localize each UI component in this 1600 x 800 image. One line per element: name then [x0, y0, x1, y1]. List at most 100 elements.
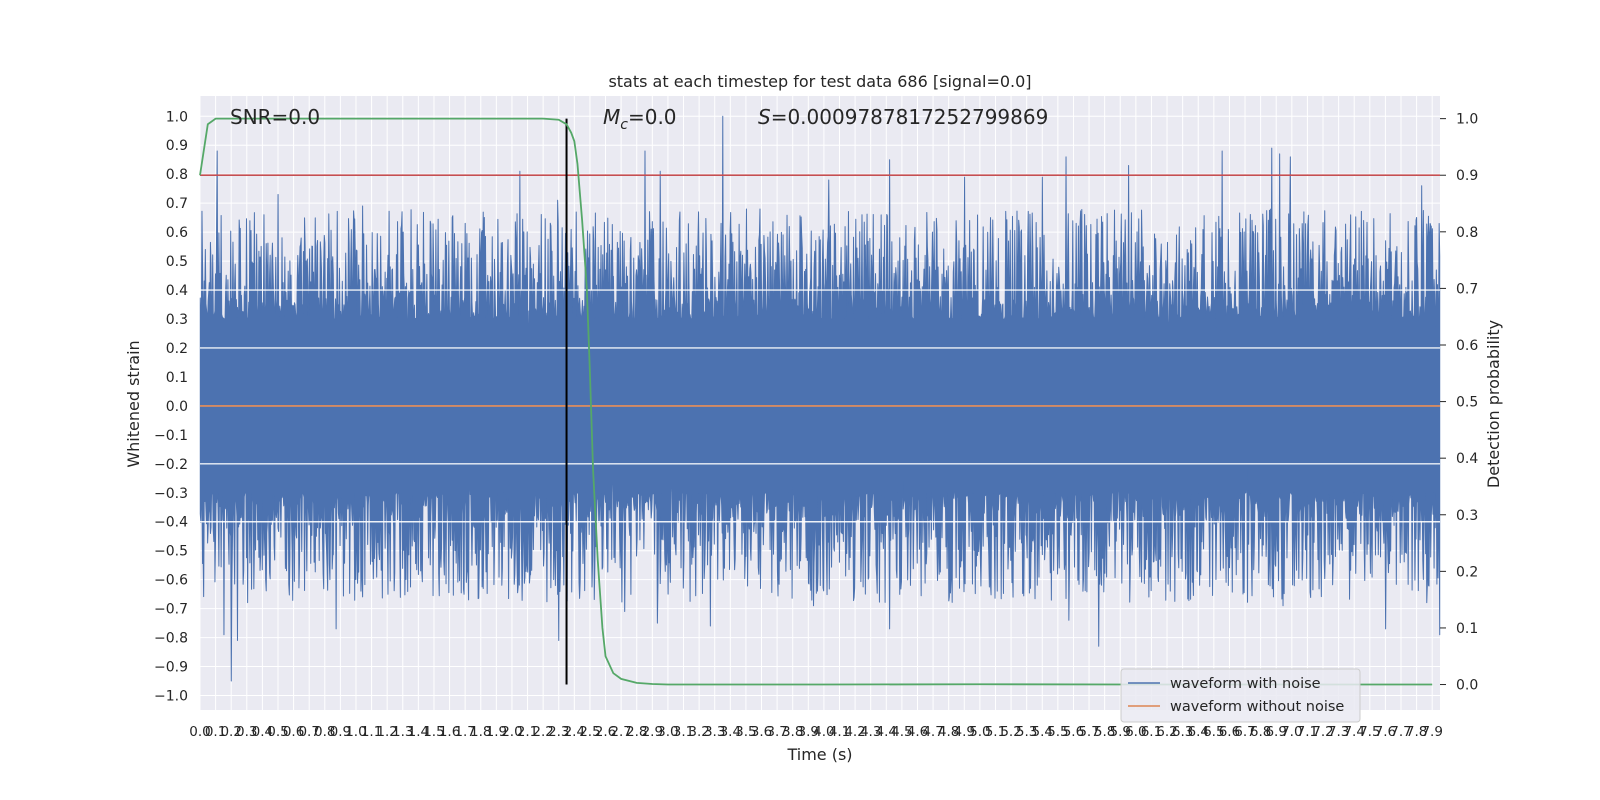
y-tick-label: 0.3: [166, 312, 188, 328]
x-tick-label: 0.2: [220, 724, 241, 740]
y-right-tick-label: 1.0: [1456, 112, 1478, 128]
legend-box: [1120, 668, 1361, 723]
x-tick-label: 2.6: [595, 724, 616, 740]
x-tick-label: 5.5: [1047, 724, 1068, 740]
x-tick-label: 2.1: [517, 724, 538, 740]
y-right-tick-label: 0.6: [1456, 338, 1478, 354]
x-tick-label: 6.4: [1187, 724, 1208, 740]
y-tick-label: 0.9: [166, 138, 188, 154]
x-tick-label: 6.6: [1219, 724, 1240, 740]
x-tick-label: 2.0: [501, 724, 522, 740]
y-tick-label: 0.4: [166, 283, 188, 299]
x-tick-label: 3.0: [657, 724, 678, 740]
y-tick-label: −0.8: [154, 631, 188, 647]
x-tick-label: 2.4: [564, 724, 585, 740]
mc-subscript: c: [620, 117, 628, 133]
y-tick-label: −0.1: [154, 428, 188, 444]
y-tick-label: 0.2: [166, 341, 188, 357]
x-tick-label: 6.8: [1250, 724, 1271, 740]
detection-probability-line: [199, 117, 1433, 686]
x-tick-label: 3.9: [798, 724, 819, 740]
y-tick-label: 0.7: [166, 196, 188, 212]
x-tick-label: 7.1: [1297, 724, 1318, 740]
y-tick-label: −0.5: [154, 544, 188, 560]
x-tick-label: 0.7: [298, 724, 319, 740]
x-tick-label: 7.3: [1328, 724, 1349, 740]
y-tick-label: −0.3: [154, 486, 188, 502]
x-tick-label: 1.9: [486, 724, 507, 740]
y-tick-label: −0.7: [154, 602, 188, 618]
x-tick-label: 4.5: [891, 724, 912, 740]
x-tick-label: 1.8: [470, 724, 491, 740]
x-tick-label: 5.1: [985, 724, 1006, 740]
y-tick-label: −1.0: [154, 689, 188, 705]
s-value: =0.0009787817252799869: [771, 105, 1049, 129]
x-tick-label: 2.3: [548, 724, 569, 740]
s-symbol: S: [758, 105, 771, 129]
y-tick-label: −0.9: [154, 660, 188, 676]
y-right-tick-label: 0.9: [1456, 168, 1478, 184]
x-tick-label: 4.4: [876, 724, 897, 740]
x-tick-label: 1.0: [345, 724, 366, 740]
y-tick-label: 0.8: [166, 167, 188, 183]
x-tick-label: 4.2: [844, 724, 865, 740]
y-right-tick-label: 0.3: [1456, 508, 1478, 524]
y-right-tick-label: 0.1: [1456, 621, 1478, 637]
x-tick-label: 4.7: [922, 724, 943, 740]
x-tick-label: 1.7: [454, 724, 475, 740]
x-tick-label: 2.7: [610, 724, 631, 740]
x-tick-label: 3.7: [766, 724, 787, 740]
x-tick-labels: 0.00.10.20.30.40.50.60.70.80.91.01.11.21…: [189, 724, 1443, 740]
x-tick-label: 4.1: [829, 724, 850, 740]
x-tick-label: 1.4: [408, 724, 429, 740]
x-tick-label: 2.5: [579, 724, 600, 740]
x-tick-label: 7.7: [1390, 724, 1411, 740]
y-tick-labels: 1.0 0.9 0.8 0.7 0.6 0.5 0.4 0.3 0.2 0.1 0.0 −0.1 −0.…: [154, 109, 188, 704]
y-right-tick-labels: 1.0 0.9 0.8 0.7 0.6 0.5 0.4 0.3 0.2 0.1 0.0: [1440, 112, 1478, 694]
y-tick-label: −0.4: [154, 515, 188, 531]
x-tick-label: 7.9: [1421, 724, 1442, 740]
x-tick-label: 4.0: [813, 724, 834, 740]
x-tick-label: 3.1: [673, 724, 694, 740]
y-right-tick-label: 0.0: [1456, 678, 1478, 694]
x-tick-label: 7.6: [1375, 724, 1396, 740]
x-tick-label: 6.9: [1265, 724, 1286, 740]
x-tick-label: 5.4: [1032, 724, 1053, 740]
x-tick-label: 2.9: [642, 724, 663, 740]
x-tick-label: 6.1: [1141, 724, 1162, 740]
y-tick-label: 0.5: [166, 254, 188, 270]
x-tick-label: 0.1: [205, 724, 226, 740]
y-right-tick-label: 0.2: [1456, 564, 1478, 580]
x-tick-label: 4.6: [907, 724, 928, 740]
y-right-axis-label: Detection probability: [1484, 320, 1503, 488]
x-tick-label: 1.1: [361, 724, 382, 740]
x-tick-label: 3.4: [720, 724, 741, 740]
x-tick-label: 4.3: [860, 724, 881, 740]
x-tick-label: 1.3: [392, 724, 413, 740]
x-tick-label: 1.6: [439, 724, 460, 740]
x-tick-label: 0.4: [252, 724, 273, 740]
x-tick-label: 7.8: [1406, 724, 1427, 740]
mc-annotation: Mc=0.0: [603, 105, 677, 133]
x-tick-label: 2.8: [626, 724, 647, 740]
x-tick-label: 5.6: [1063, 724, 1084, 740]
x-tick-label: 7.0: [1281, 724, 1302, 740]
y-right-tick-label: 0.7: [1456, 281, 1478, 297]
x-tick-label: 0.5: [267, 724, 288, 740]
x-tick-label: 3.2: [688, 724, 709, 740]
x-tick-label: 6.5: [1203, 724, 1224, 740]
x-tick-label: 7.5: [1359, 724, 1380, 740]
mc-symbol: M: [603, 105, 620, 129]
x-tick-label: 1.5: [423, 724, 444, 740]
x-tick-label: 2.2: [532, 724, 553, 740]
x-tick-label: 7.4: [1343, 724, 1364, 740]
x-tick-label: 0.8: [314, 724, 335, 740]
y-tick-label: 0.6: [166, 225, 188, 241]
line-layer: [199, 117, 1440, 686]
x-tick-label: 7.2: [1312, 724, 1333, 740]
x-tick-label: 6.3: [1172, 724, 1193, 740]
y-tick-label: −0.6: [154, 573, 188, 589]
x-tick-label: 3.8: [782, 724, 803, 740]
x-tick-label: 0.9: [330, 724, 351, 740]
